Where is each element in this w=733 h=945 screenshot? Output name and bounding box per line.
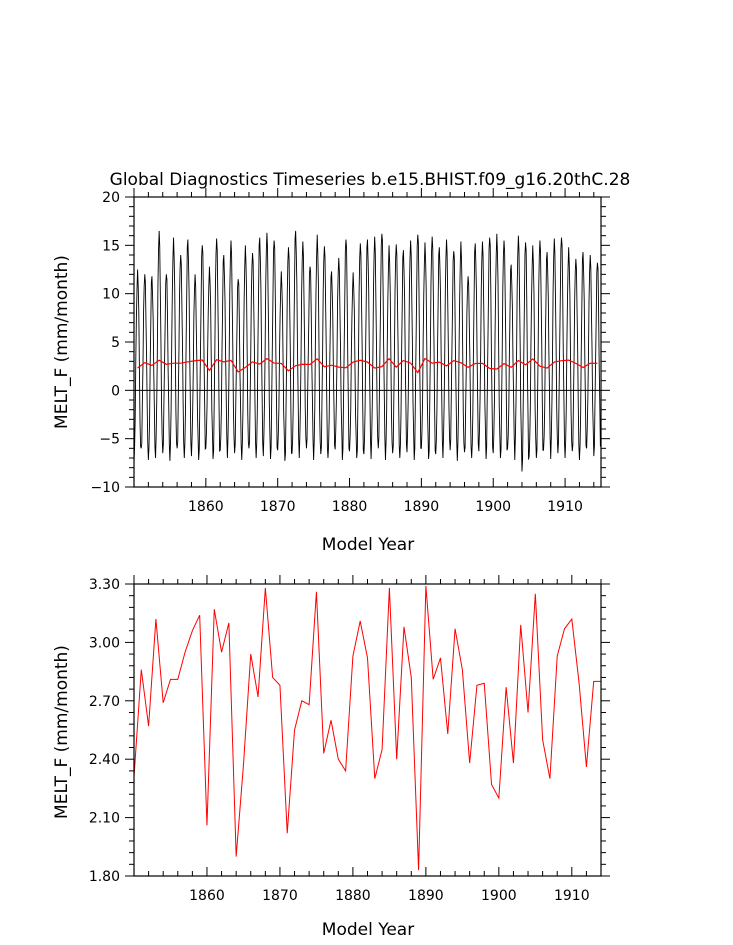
annual-mean-chart: 1.80 2.10 2.40 2.70 3.00 3.30 1860 1870 1880 1890… bbox=[52, 575, 610, 940]
annual-mean-series-line bbox=[137, 357, 598, 374]
x-tick-label: 1880 bbox=[332, 499, 368, 515]
timeseries-plot-area: −10 −5 0 5 10 15 20 1860 1870 1880 1890 1900 1910 bbox=[90, 188, 610, 515]
y-tick-label: 5 bbox=[111, 335, 120, 351]
y-tick-label: 10 bbox=[102, 287, 120, 303]
x-tick-label: 1900 bbox=[481, 888, 517, 904]
chart-title: Global Diagnostics Timeseries b.e15.BHIS… bbox=[110, 170, 631, 190]
y-axis-label: MELT_F (mm/month) bbox=[52, 255, 72, 429]
x-axis-label: Model Year bbox=[322, 920, 414, 940]
annual-mean-series-line bbox=[133, 585, 601, 871]
y-tick-label: 3.30 bbox=[89, 577, 120, 593]
x-axis-label: Model Year bbox=[322, 535, 414, 555]
y-tick-label: 15 bbox=[102, 238, 120, 254]
x-tick-label: 1870 bbox=[262, 888, 298, 904]
x-tick-label: 1900 bbox=[475, 499, 511, 515]
plot-frame bbox=[133, 196, 602, 488]
x-tick-label: 1860 bbox=[188, 499, 224, 515]
y-tick-label: 2.40 bbox=[89, 752, 120, 768]
timeseries-chart: Global Diagnostics Timeseries b.e15.BHIS… bbox=[52, 170, 630, 555]
y-tick-label: −5 bbox=[99, 432, 120, 448]
y-tick-label: 2.70 bbox=[89, 694, 120, 710]
y-tick-label: 1.80 bbox=[89, 869, 120, 885]
y-tick-label: −10 bbox=[90, 480, 120, 496]
y-tick-label: 2.10 bbox=[89, 811, 120, 827]
annual-mean-plot-area: 1.80 2.10 2.40 2.70 3.00 3.30 1860 1870 1880 1890… bbox=[89, 575, 610, 904]
y-tick-label: 0 bbox=[111, 383, 120, 399]
x-tick-label: 1870 bbox=[260, 499, 296, 515]
x-tick-label: 1910 bbox=[554, 888, 590, 904]
y-axis-label: MELT_F (mm/month) bbox=[52, 645, 72, 819]
monthly-series-line bbox=[133, 230, 601, 472]
plot-frame bbox=[133, 583, 602, 877]
x-tick-label: 1860 bbox=[189, 888, 225, 904]
x-tick-label: 1880 bbox=[335, 888, 371, 904]
x-tick-label: 1910 bbox=[547, 499, 583, 515]
y-tick-label: 3.00 bbox=[89, 635, 120, 651]
y-tick-label: 20 bbox=[102, 190, 120, 206]
x-tick-label: 1890 bbox=[408, 888, 444, 904]
x-tick-label: 1890 bbox=[404, 499, 440, 515]
